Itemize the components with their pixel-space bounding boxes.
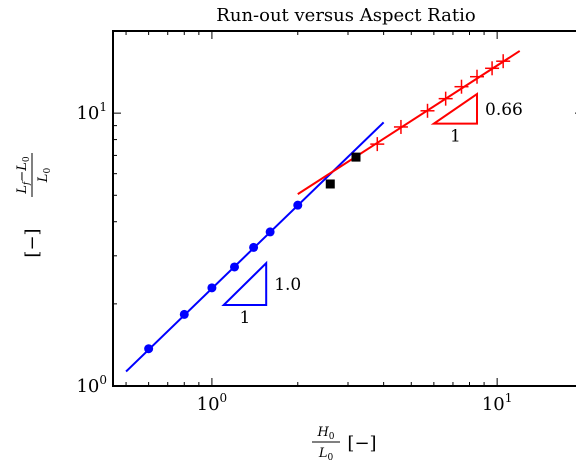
slope-triangle-1 — [221, 260, 268, 307]
svg-text:Lf−L0: Lf−L0 — [15, 156, 32, 195]
y-label-unit: [−] — [22, 228, 43, 257]
x-label-num-sub: 0 — [329, 432, 335, 442]
y-tick-label: 101 — [76, 100, 107, 124]
x-tick-label: 100 — [197, 391, 228, 415]
x-label-den: L — [318, 446, 328, 461]
svg-text:H0: H0 — [316, 425, 334, 442]
plot-frame — [112, 30, 576, 387]
data-point-plus — [420, 103, 435, 118]
y-label-den: L — [36, 174, 51, 184]
data-point-circle — [207, 283, 217, 293]
x-label-den-sub: 0 — [327, 453, 333, 463]
slope-rise-label: 1.0 — [274, 275, 301, 295]
x-label-num: H — [316, 425, 329, 440]
data-point-plus — [393, 119, 408, 134]
slope-run-label: 1 — [450, 127, 461, 147]
x-label-unit: [−] — [347, 433, 376, 454]
data-point-plus — [485, 61, 500, 76]
x-tick-label: 101 — [482, 391, 513, 415]
data-point-circle — [249, 242, 259, 252]
axis-ticks — [113, 30, 576, 387]
data-point-circle — [293, 200, 303, 210]
y-label-num-a-sub: f — [22, 180, 32, 186]
slope-annotations: 1 1.0 1 0.66 — [221, 92, 523, 328]
data-point-circle — [229, 262, 239, 272]
x-axis-label: H0 L0 [−] — [312, 425, 377, 463]
data-point-plus — [470, 69, 485, 84]
data-point-circle — [265, 227, 275, 237]
slope-triangle-2 — [430, 92, 479, 125]
y-tick-label: 100 — [76, 373, 107, 397]
svg-text:L0: L0 — [36, 168, 53, 184]
data-point-plus — [370, 137, 385, 152]
fit-lines — [125, 50, 521, 373]
slope-run-label: 1 — [240, 308, 251, 328]
data-point-square — [325, 179, 335, 189]
y-axis-label: Lf−L0 L0 [−] — [15, 153, 53, 258]
data-marks — [144, 54, 511, 354]
slope-rise-label: 0.66 — [485, 100, 523, 120]
fit-line-2 — [297, 50, 521, 195]
y-label-num-b-sub: 0 — [22, 156, 32, 162]
data-point-plus — [454, 79, 469, 94]
tick-labels: 100 101 100 101 — [76, 100, 512, 415]
data-point-circle — [179, 309, 189, 319]
data-point-square — [351, 152, 361, 162]
y-label-den-sub: 0 — [43, 168, 53, 174]
data-point-plus — [496, 54, 511, 69]
chart-title: Run-out versus Aspect Ratio — [216, 5, 475, 26]
svg-text:L0: L0 — [318, 446, 334, 463]
y-label-num-a: L — [15, 185, 30, 195]
y-label-num-op: −L — [15, 162, 30, 182]
data-point-plus — [438, 91, 453, 106]
data-point-circle — [144, 344, 154, 354]
